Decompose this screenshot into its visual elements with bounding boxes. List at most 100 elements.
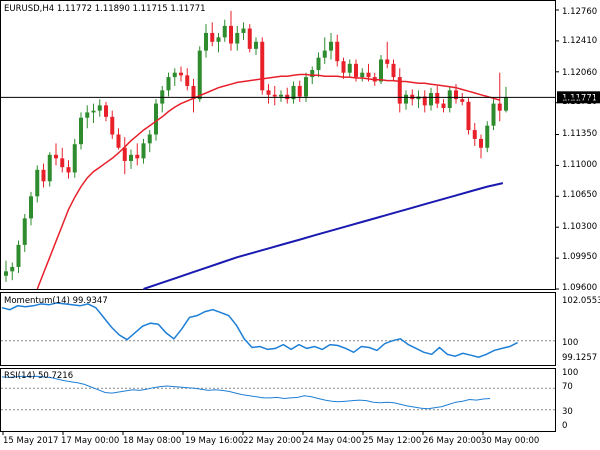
price-tick-label: 1.11710	[562, 97, 597, 107]
candle-body	[154, 103, 158, 135]
candle-body	[4, 271, 8, 276]
candle-body	[16, 244, 21, 267]
candle-body	[460, 99, 465, 102]
rsi-tick-label: 30	[562, 407, 573, 417]
candle-body	[216, 37, 221, 42]
candle-body	[304, 77, 308, 97]
candle-body	[260, 41, 265, 91]
x-axis-date-label: 22 May 20:00	[243, 436, 301, 446]
sma-fast-line	[36, 73, 501, 290]
price-tick-label: 1.10650	[562, 190, 597, 200]
candle-body	[266, 90, 271, 95]
x-axis-date-label: 25 May 12:00	[363, 436, 421, 446]
candle-body	[185, 75, 190, 86]
candle-body	[322, 50, 327, 58]
candle-body	[79, 117, 83, 145]
candle-body	[222, 25, 227, 38]
candle-body	[116, 134, 121, 148]
candle-body	[122, 147, 127, 161]
candle-body	[210, 32, 215, 42]
candle-body	[141, 143, 146, 159]
x-axis-date-label: 26 May 20:00	[423, 436, 481, 446]
candle-body	[441, 103, 446, 109]
candle-body	[22, 218, 27, 245]
candle-body	[447, 90, 452, 109]
candle-body	[291, 85, 296, 100]
current-price-tag	[557, 91, 600, 104]
price-panel: 1.11771	[0, 10, 600, 290]
x-axis-date-label: 19 May 16:00	[185, 436, 243, 446]
candle-body	[247, 28, 252, 49]
candle-body	[404, 94, 408, 104]
candle-body	[35, 169, 40, 197]
candle-body	[497, 103, 502, 111]
candle-body	[385, 59, 390, 64]
x-axis-date-label: 18 May 08:00	[123, 436, 181, 446]
candle-body	[429, 92, 433, 106]
momentum-tick-label: 99.1257	[562, 353, 597, 363]
candle-body	[435, 92, 440, 104]
price-tick-label: 1.12410	[562, 36, 597, 46]
candle-body	[310, 70, 315, 78]
momentum-tick-label: 100	[562, 338, 578, 348]
candle-body	[504, 97, 508, 111]
candle-body	[41, 169, 46, 182]
candle-body	[472, 130, 477, 139]
candle-body	[204, 32, 208, 51]
candle-body	[91, 110, 96, 113]
candle-body	[466, 101, 471, 131]
candle-body	[235, 32, 240, 44]
candle-body	[29, 196, 33, 219]
candle-body	[66, 167, 71, 173]
price-tick-label: 1.09600	[562, 283, 597, 293]
candle-body	[297, 85, 302, 97]
candle-body	[104, 105, 108, 117]
price-panel-frame	[0, 0, 556, 290]
price-tick-label: 1.12060	[562, 68, 597, 78]
candle-body	[316, 57, 321, 71]
candle-body	[360, 72, 365, 78]
price-tick-label: 1.11000	[562, 160, 597, 170]
momentum-line	[1, 302, 518, 358]
momentum-panel-frame	[0, 292, 556, 366]
candle-body	[279, 94, 283, 97]
candle-body	[60, 158, 65, 168]
candle-body	[272, 94, 277, 97]
candle-body	[241, 28, 246, 33]
rsi-title: RSI(14) 50.7216	[4, 371, 73, 381]
candle-body	[172, 72, 177, 78]
candle-body	[391, 63, 396, 78]
candle-body	[191, 85, 196, 100]
candle-body	[110, 116, 115, 135]
axes	[2, 9, 559, 435]
x-axis-date-label: 24 May 04:00	[303, 436, 361, 446]
candle-body	[135, 154, 140, 159]
x-axis-date-label: 15 May 2017	[3, 436, 58, 446]
price-tick-label: 1.11350	[562, 129, 597, 139]
candle-body	[129, 154, 133, 161]
chart-title: EURUSD,H4 1.11772 1.11890 1.11715 1.1177…	[4, 4, 206, 14]
candle-body	[197, 50, 202, 100]
candle-body	[97, 105, 102, 111]
price-tick-label: 1.12760	[562, 7, 597, 17]
candle-body	[491, 103, 496, 126]
momentum-title: Momentum(14) 99.9347	[4, 296, 108, 306]
candle-body	[341, 61, 346, 73]
candle-body	[479, 138, 483, 148]
candle-body	[179, 72, 183, 76]
candle-body	[422, 96, 427, 106]
candle-body	[10, 266, 15, 272]
candle-body	[454, 90, 458, 100]
price-tick-label: 1.09950	[562, 252, 597, 262]
rsi-line	[1, 375, 491, 410]
candle-body	[166, 77, 171, 91]
rsi-panel-frame	[0, 368, 556, 432]
sma-slow-line	[143, 182, 504, 290]
candle-body	[366, 72, 371, 78]
candle-body	[347, 63, 352, 73]
candle-body	[379, 59, 383, 82]
candle-body	[329, 41, 333, 51]
price-tick-label: 1.10300	[562, 222, 597, 232]
